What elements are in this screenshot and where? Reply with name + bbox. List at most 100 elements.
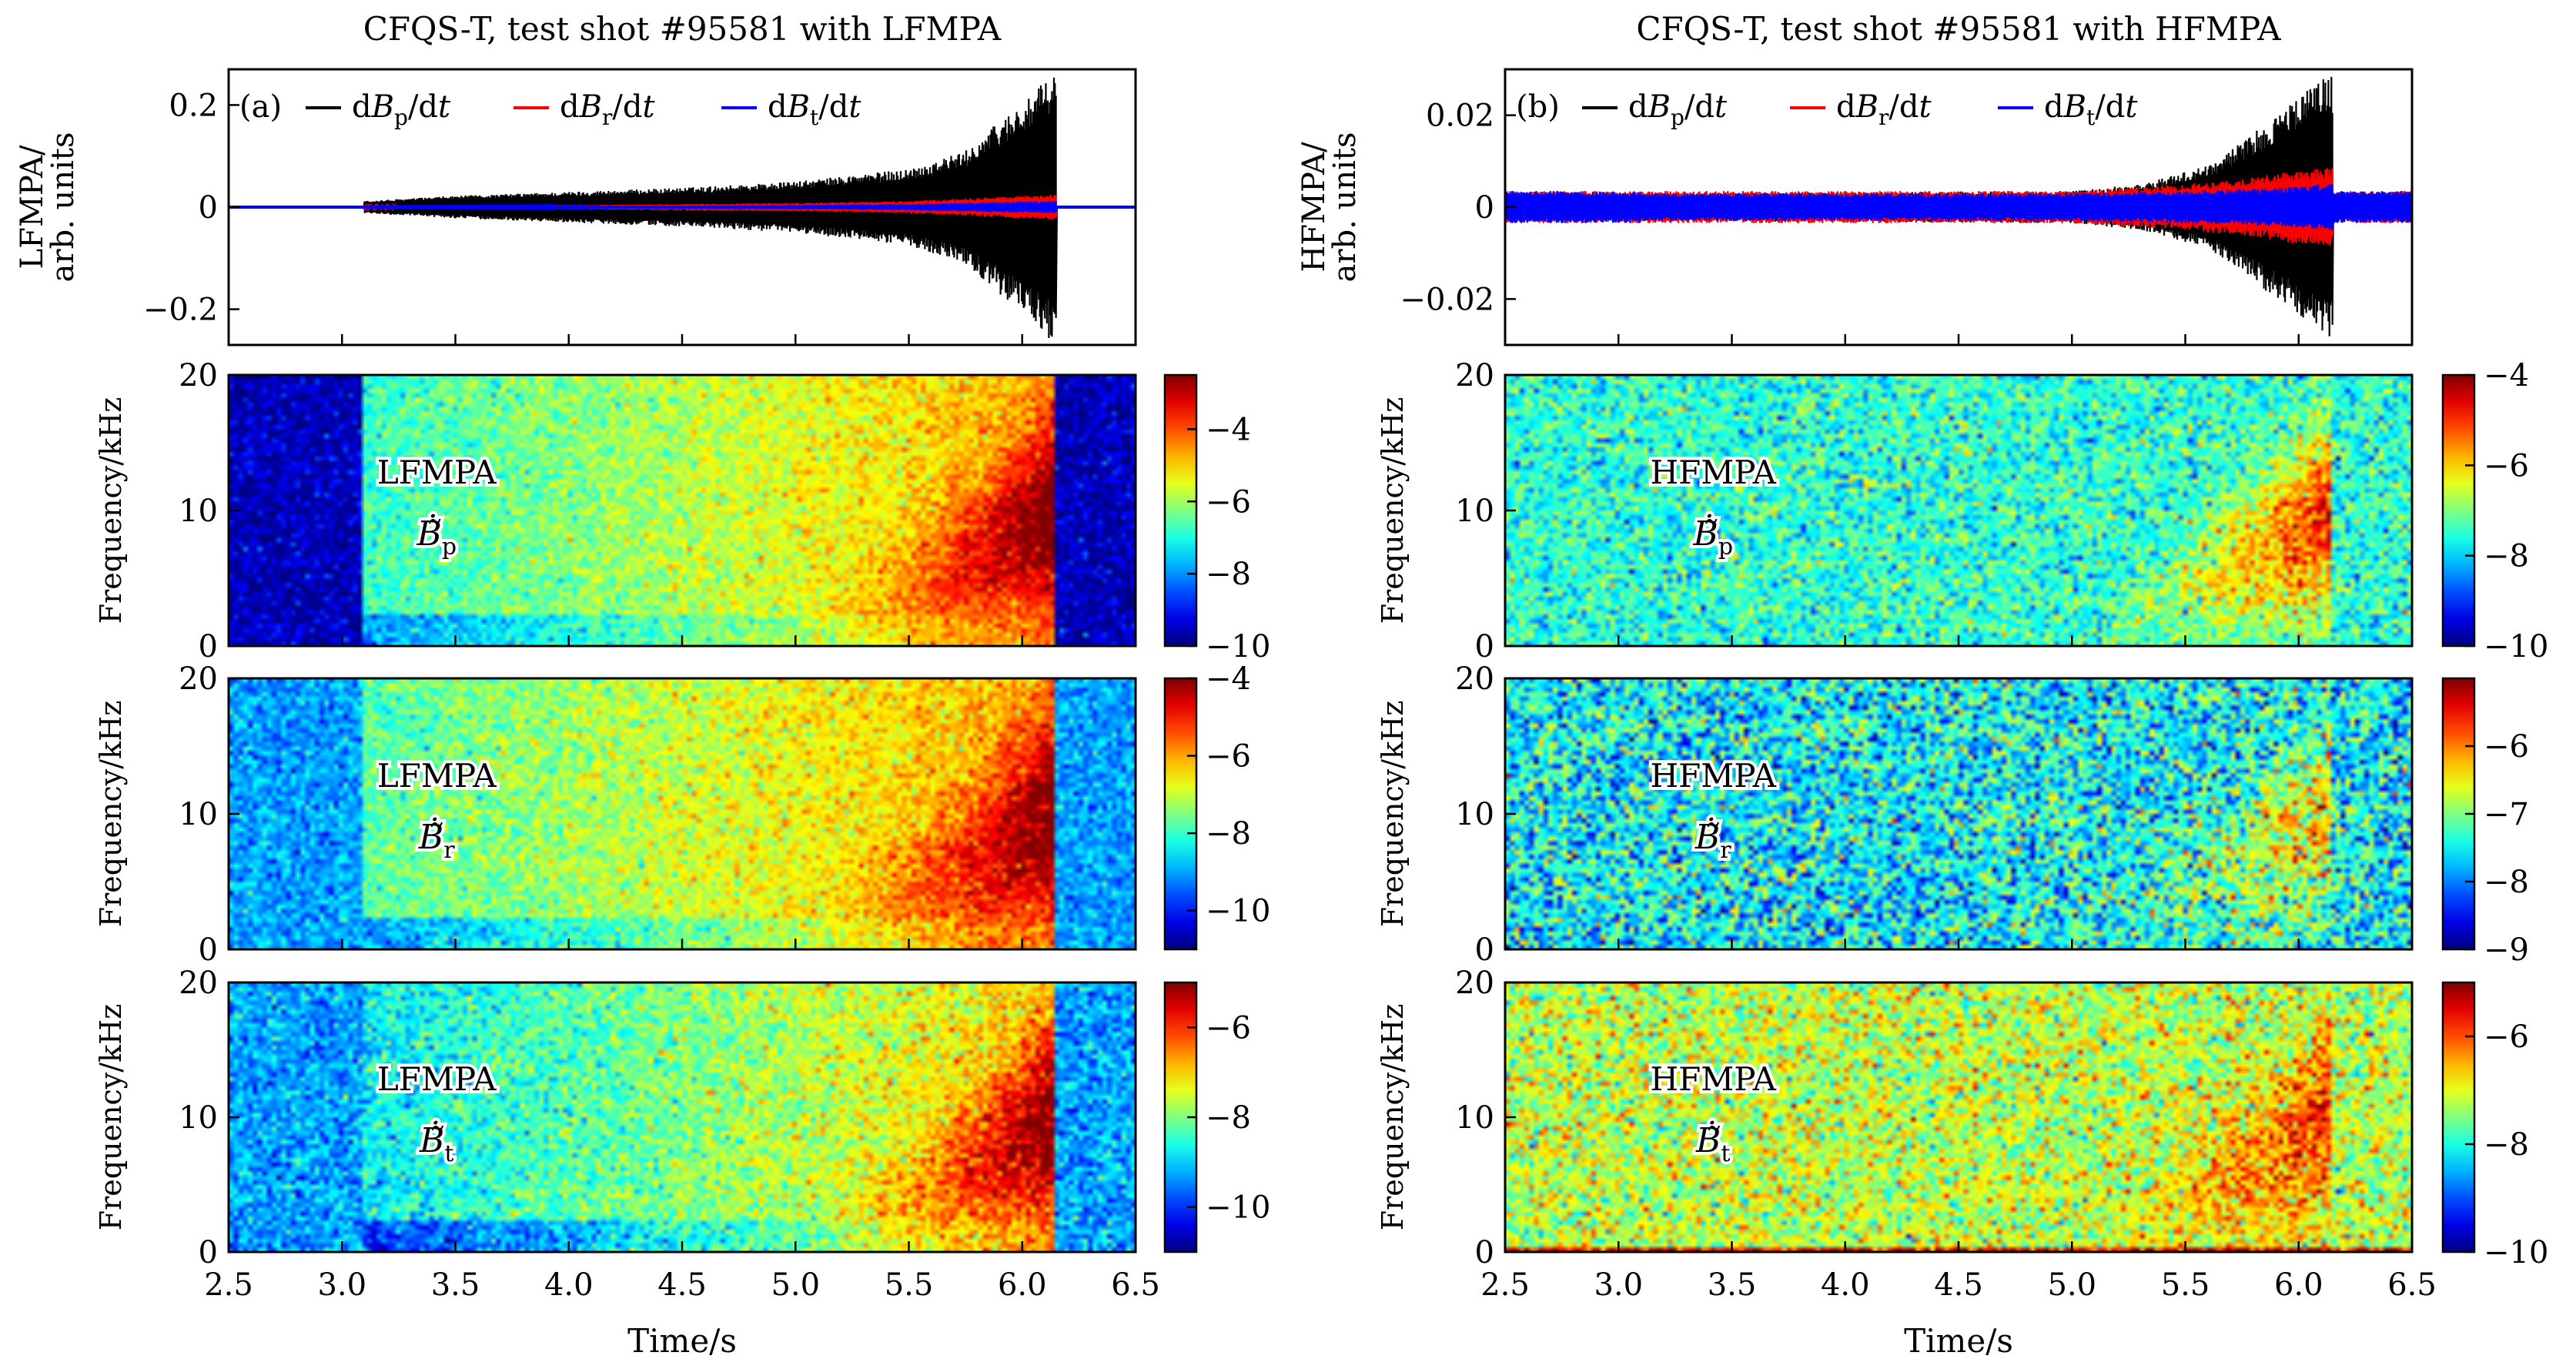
xtick-label: 6.0 (998, 1267, 1047, 1303)
legend-label: dBt/dt (768, 89, 861, 130)
annotation-label: HFMPA (1651, 757, 1777, 795)
colorbar-tick-label: −10 (1206, 629, 1270, 664)
colorbar-gradient (1163, 677, 1198, 951)
legend-item-r: dBr/dt (514, 89, 656, 130)
xtick-label: 2.5 (1480, 1267, 1530, 1303)
annotation-quantity: Ḃ̃r (1694, 816, 1731, 864)
legend-item-t: dBt/dt (1998, 89, 2138, 130)
ylabel-line2: arb. units (45, 132, 81, 283)
colorbar-tick-label: −4 (1206, 661, 1251, 697)
legend-label: dBt/dt (2044, 89, 2138, 130)
ylabel: LFMPA/arb. units (15, 132, 81, 283)
ytick-label: −0.02 (1400, 282, 1494, 317)
colorbar: −6 −8 −10 (1163, 981, 1270, 1254)
xtick-label: 3.0 (317, 1267, 366, 1303)
xtick-label: 3.5 (1708, 1267, 1757, 1303)
annotation-quantity: Ḃ̃t (1695, 1120, 1730, 1167)
colorbar: −6 −7 −8 −9 (2441, 677, 2529, 968)
colorbar-tick-label: −4 (1206, 412, 1251, 447)
colorbar-tick-label: −8 (1206, 816, 1251, 852)
colorbar-tick-label: −7 (2484, 797, 2529, 832)
xtick-label: 5.0 (2047, 1267, 2096, 1303)
ylabel-line1: HFMPA/ (1296, 142, 1332, 273)
ylabel: Frequency/kHz (1376, 701, 1410, 928)
panel-label: (a) (239, 89, 282, 125)
ytick-label: 0 (199, 1235, 218, 1270)
ylabel-text: Frequency/kHz (94, 701, 128, 928)
xtick-label: 6.0 (2274, 1267, 2323, 1303)
ylabel: Frequency/kHz (94, 701, 128, 928)
ylabel-text: Frequency/kHz (94, 1004, 128, 1231)
colorbar-gradient (2441, 373, 2476, 648)
annotation: LFMPA Ḃ̃r (374, 754, 500, 867)
colorbar-tick-label: −10 (2484, 1235, 2548, 1270)
colorbar-tick-label: −10 (1206, 894, 1270, 929)
spectrogram-left-2: 0 10 20 Frequency/kHz LFMPA Ḃ̃r −4 −6 −8 −10 (94, 661, 1270, 968)
annotation: HFMPA Ḃ̃p (1648, 450, 1780, 564)
ytick-label: 10 (1455, 797, 1494, 832)
ylabel: HFMPA/arb. units (1296, 132, 1363, 283)
colorbar-tick-label: −8 (1206, 1100, 1251, 1136)
xtick-label: 4.0 (544, 1267, 594, 1303)
spectrogram-right-1: 0 10 20 Frequency/kHz HFMPA Ḃ̃p −4 −6 −8 −10 (1376, 358, 2548, 664)
ylabel: Frequency/kHz (1376, 1004, 1410, 1231)
spectrogram-right-3: 0 10 20 2.5 3.0 3.5 4.0 4.5 5.0 5.5 6.0 6.5 Time/s Fr… (1376, 966, 2548, 1360)
legend-item-r: dBr/dt (1790, 89, 1932, 130)
annotation-label: LFMPA (377, 1060, 497, 1098)
xlabel: Time/s (627, 1322, 737, 1360)
ytick-label: 0 (199, 190, 218, 226)
spectrogram-image (1505, 375, 2412, 646)
colorbar-tick-label: −6 (2484, 1019, 2529, 1055)
annotation: LFMPA Ḃ̃p (374, 450, 500, 564)
ytick-label: 10 (179, 1100, 218, 1136)
ylabel-line2: arb. units (1327, 132, 1363, 283)
colorbar: −6 −8 −10 (2441, 981, 2548, 1270)
legend-label: dBr/dt (1836, 89, 1932, 130)
spectrogram-left-1: 0 10 20 Frequency/kHz LFMPA Ḃ̃p −4 −6 −8 −10 (94, 358, 1270, 664)
legend-label: dBp/dt (352, 89, 451, 130)
xtick-label: 4.5 (657, 1267, 707, 1303)
xtick-label: 5.5 (2161, 1267, 2210, 1303)
colorbar-tick-label: −10 (2484, 629, 2548, 664)
ytick-label: 20 (1455, 661, 1494, 697)
colorbar-gradient (2441, 981, 2476, 1254)
annotation-label: HFMPA (1651, 454, 1777, 491)
ytick-label: 20 (179, 966, 218, 1001)
xtick-label: 5.0 (771, 1267, 820, 1303)
ylabel-text: Frequency/kHz (94, 397, 128, 624)
colorbar-tick-label: −8 (2484, 865, 2529, 900)
legend-item-p: dBp/dt (1582, 89, 1728, 130)
ytick-label: 0 (199, 629, 218, 664)
spectrogram-image (229, 982, 1136, 1252)
ytick-label: 10 (179, 797, 218, 832)
xlabel: Time/s (1904, 1322, 2013, 1360)
panel-b-timetrace: CFQS-T, test shot #95581 with HFMPA 0.02 0… (1296, 10, 2414, 346)
ytick-label: 0 (1475, 190, 1494, 226)
annotation-label: LFMPA (377, 454, 497, 491)
ytick-label: 10 (1455, 1100, 1494, 1136)
ylabel-line1: LFMPA/ (15, 145, 50, 269)
ylabel: Frequency/kHz (1376, 397, 1410, 624)
ylabel: Frequency/kHz (94, 397, 128, 624)
xtick-label: 3.5 (431, 1267, 480, 1303)
ytick-label: 20 (179, 358, 218, 393)
colorbar-tick-label: −10 (1206, 1190, 1270, 1226)
ylabel: Frequency/kHz (94, 1004, 128, 1231)
ytick-label: 0 (1475, 1235, 1494, 1270)
legend-item-p: dBp/dt (306, 89, 451, 130)
spectrogram-left-3: 0 10 20 2.5 3.0 3.5 4.0 4.5 5.0 5.5 6.0 6.5 Time/s Fr… (94, 966, 1270, 1360)
xtick-label: 4.0 (1821, 1267, 1870, 1303)
xtick-label: 3.0 (1594, 1267, 1643, 1303)
ylabel-text: Frequency/kHz (1376, 701, 1410, 928)
colorbar-tick-label: −6 (1206, 484, 1251, 520)
ytick-label: 0.2 (169, 88, 218, 123)
spectrogram-right-2: 0 10 20 Frequency/kHz HFMPA Ḃ̃r −6 −7 −8 −9 (1376, 661, 2529, 968)
colorbar-tick-label: −6 (1206, 739, 1251, 775)
colorbar-tick-label: −8 (2484, 539, 2529, 574)
ytick-label: 0 (1475, 932, 1494, 968)
panel-a-timetrace: CFQS-T, test shot #95581 with LFMPA 0.2 0 −… (15, 10, 1137, 346)
trace-area (229, 77, 1136, 339)
xtick-label: 5.5 (885, 1267, 934, 1303)
ytick-label: 0.02 (1426, 99, 1494, 134)
